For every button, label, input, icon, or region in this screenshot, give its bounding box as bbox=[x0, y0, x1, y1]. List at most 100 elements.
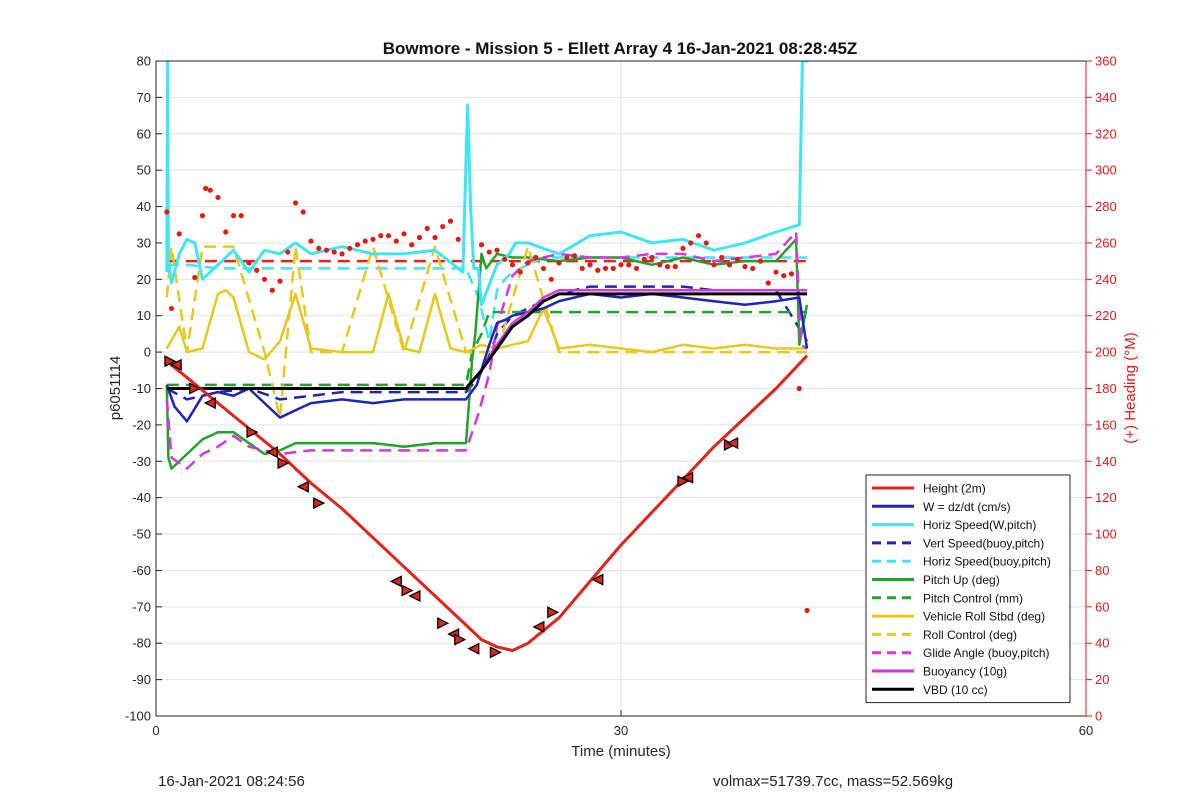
y2-tick-label: 140 bbox=[1095, 454, 1117, 469]
legend-label: Height (2m) bbox=[923, 482, 986, 496]
chart-title: Bowmore - Mission 5 - Ellett Array 4 16-… bbox=[383, 39, 858, 58]
y-tick-label: -10 bbox=[132, 381, 151, 396]
heading-point bbox=[378, 233, 384, 239]
heading-point bbox=[796, 385, 802, 392]
y-tick-label: 40 bbox=[137, 199, 151, 214]
height-marker bbox=[489, 646, 502, 659]
y2-tick-label: 100 bbox=[1095, 527, 1117, 542]
heading-point bbox=[238, 213, 244, 219]
heading-point bbox=[339, 251, 345, 257]
height-marker bbox=[681, 471, 694, 484]
legend-label: VBD (10 cc) bbox=[923, 683, 988, 697]
heading-points bbox=[164, 185, 810, 614]
series-line-8 bbox=[165, 245, 807, 419]
heading-point bbox=[703, 240, 709, 246]
y-tick-label: -30 bbox=[132, 454, 151, 469]
heading-point bbox=[587, 262, 593, 268]
heading-point bbox=[261, 276, 268, 282]
heading-point bbox=[579, 265, 585, 272]
heading-point bbox=[494, 247, 500, 253]
series-line-7 bbox=[165, 289, 807, 361]
height-marker bbox=[726, 437, 739, 450]
series-layer bbox=[165, 61, 809, 652]
y-tick-label: 50 bbox=[137, 163, 151, 178]
heading-point bbox=[726, 262, 733, 268]
series-line-11 bbox=[166, 292, 807, 390]
heading-point bbox=[246, 260, 252, 266]
heading-point bbox=[432, 234, 438, 241]
heading-point bbox=[788, 271, 795, 277]
y2-tick-label: 360 bbox=[1095, 54, 1117, 69]
heading-point bbox=[509, 262, 516, 268]
height-marker bbox=[677, 475, 690, 488]
height-marker bbox=[408, 589, 421, 602]
heading-point bbox=[192, 274, 198, 281]
heading-point bbox=[300, 209, 306, 215]
heading-point bbox=[362, 238, 368, 244]
heading-point bbox=[672, 263, 678, 270]
footer-timestamp: 16-Jan-2021 08:24:56 bbox=[158, 773, 305, 790]
height-marker bbox=[437, 617, 450, 630]
heading-point bbox=[618, 262, 624, 268]
heading-point bbox=[773, 269, 779, 275]
height-marker bbox=[203, 397, 216, 410]
heading-point bbox=[370, 236, 376, 242]
heading-point bbox=[455, 236, 461, 242]
heading-point bbox=[502, 256, 508, 262]
y-tick-label: 10 bbox=[137, 308, 151, 323]
height-marker bbox=[265, 446, 278, 459]
y-tick-label: 20 bbox=[137, 272, 151, 287]
y-tick-label: -100 bbox=[125, 709, 151, 724]
y-tick-label: -50 bbox=[132, 527, 151, 542]
heading-point bbox=[440, 223, 446, 230]
heading-point bbox=[207, 187, 213, 193]
heading-point bbox=[416, 234, 423, 241]
y-tick-label: -40 bbox=[132, 490, 151, 505]
y-tick-label: 70 bbox=[137, 90, 151, 105]
heading-point bbox=[757, 258, 764, 264]
footer-volmax-mass: volmax=51739.7cc, mass=52.569kg bbox=[713, 773, 954, 790]
series-line-1 bbox=[165, 292, 809, 423]
heading-point bbox=[176, 231, 182, 237]
heading-point bbox=[649, 254, 655, 261]
y2-tick-label: 200 bbox=[1095, 345, 1117, 360]
heading-point bbox=[641, 256, 647, 262]
y-tick-label: -90 bbox=[132, 672, 151, 687]
height-marker bbox=[389, 575, 402, 588]
heading-point bbox=[331, 249, 337, 255]
heading-point bbox=[203, 185, 209, 191]
heading-point bbox=[680, 245, 686, 252]
y2-tick-label: 0 bbox=[1095, 709, 1102, 724]
heading-point bbox=[486, 249, 492, 255]
x-tick-label: 0 bbox=[152, 723, 159, 738]
legend: Height (2m) W = dz/dt (cm/s) Horiz Speed(W… bbox=[865, 474, 1071, 704]
heading-point bbox=[525, 260, 531, 266]
y2-tick-label: 20 bbox=[1095, 672, 1109, 687]
heading-point bbox=[734, 256, 740, 262]
heading-point bbox=[385, 233, 392, 239]
legend-label: Glide Angle (buoy,pitch) bbox=[923, 646, 1050, 660]
heading-point bbox=[556, 260, 562, 266]
y-tick-label: 30 bbox=[137, 235, 151, 250]
y2-tick-label: 60 bbox=[1095, 599, 1109, 614]
height-markers bbox=[164, 355, 739, 659]
heading-point bbox=[804, 607, 810, 614]
heading-point bbox=[230, 213, 237, 219]
heading-point bbox=[223, 229, 229, 235]
heading-point bbox=[447, 218, 454, 224]
heading-point bbox=[269, 287, 275, 293]
y2-tick-label: 300 bbox=[1095, 163, 1117, 178]
legend-label: Pitch Control (mm) bbox=[923, 591, 1023, 605]
y-tick-label: 60 bbox=[137, 126, 151, 141]
heading-point bbox=[277, 278, 283, 284]
heading-point bbox=[595, 267, 601, 273]
x-axis-label: Time (minutes) bbox=[571, 743, 670, 760]
x-tick-label: 60 bbox=[1079, 723, 1093, 738]
y2-tick-label: 280 bbox=[1095, 199, 1117, 214]
heading-point bbox=[354, 242, 361, 248]
heading-point bbox=[316, 245, 322, 252]
heading-point bbox=[533, 254, 539, 261]
heading-point bbox=[564, 254, 570, 261]
y2-tick-label: 160 bbox=[1095, 417, 1117, 432]
